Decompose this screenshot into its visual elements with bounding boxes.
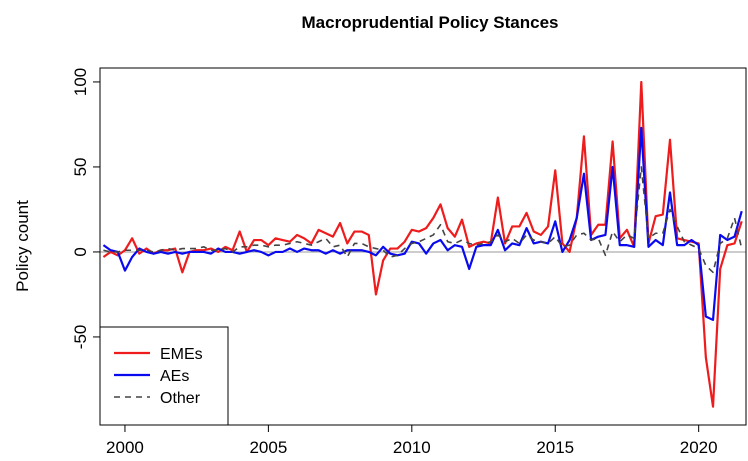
- y-tick-label: -50: [71, 325, 90, 350]
- legend-label: AEs: [160, 368, 189, 385]
- legend: EMEs AEs Other: [99, 326, 229, 426]
- plot-frame: [99, 67, 747, 426]
- y-tick-label: 100: [71, 68, 90, 96]
- y-tick-label: 50: [71, 157, 90, 176]
- x-tick-label: 2000: [106, 438, 144, 457]
- chart-title: Macroprudential Policy Stances: [302, 13, 559, 32]
- x-tick-label: 2020: [680, 438, 718, 457]
- legend-label: Other: [160, 390, 201, 407]
- x-tick-label: 2010: [393, 438, 431, 457]
- axes: -50 0 50 100 2000 2005 2010 2015 2020: [71, 68, 746, 457]
- y-tick-label: 0: [71, 247, 90, 256]
- series-line: [102, 126, 743, 322]
- series-line: [103, 166, 743, 274]
- legend-label: EMEs: [160, 346, 203, 363]
- plot-lines: [102, 80, 743, 408]
- x-tick-label: 2005: [249, 438, 287, 457]
- y-axis-label: Policy count: [13, 200, 32, 292]
- x-tick-label: 2015: [536, 438, 574, 457]
